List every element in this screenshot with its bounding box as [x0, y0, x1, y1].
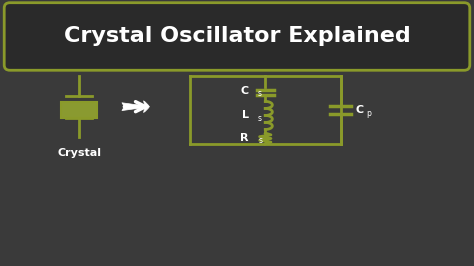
Text: s: s	[257, 89, 261, 98]
Text: Crystal: Crystal	[57, 148, 101, 158]
Text: Crystal Oscillator Explained: Crystal Oscillator Explained	[64, 26, 410, 45]
Text: s: s	[258, 136, 262, 146]
Text: p: p	[366, 109, 371, 118]
Text: C: C	[241, 86, 249, 96]
Text: s: s	[257, 114, 261, 123]
FancyBboxPatch shape	[61, 102, 97, 118]
Text: L: L	[242, 110, 249, 120]
Text: C: C	[356, 105, 364, 115]
Text: R: R	[240, 133, 249, 143]
FancyBboxPatch shape	[4, 3, 470, 70]
